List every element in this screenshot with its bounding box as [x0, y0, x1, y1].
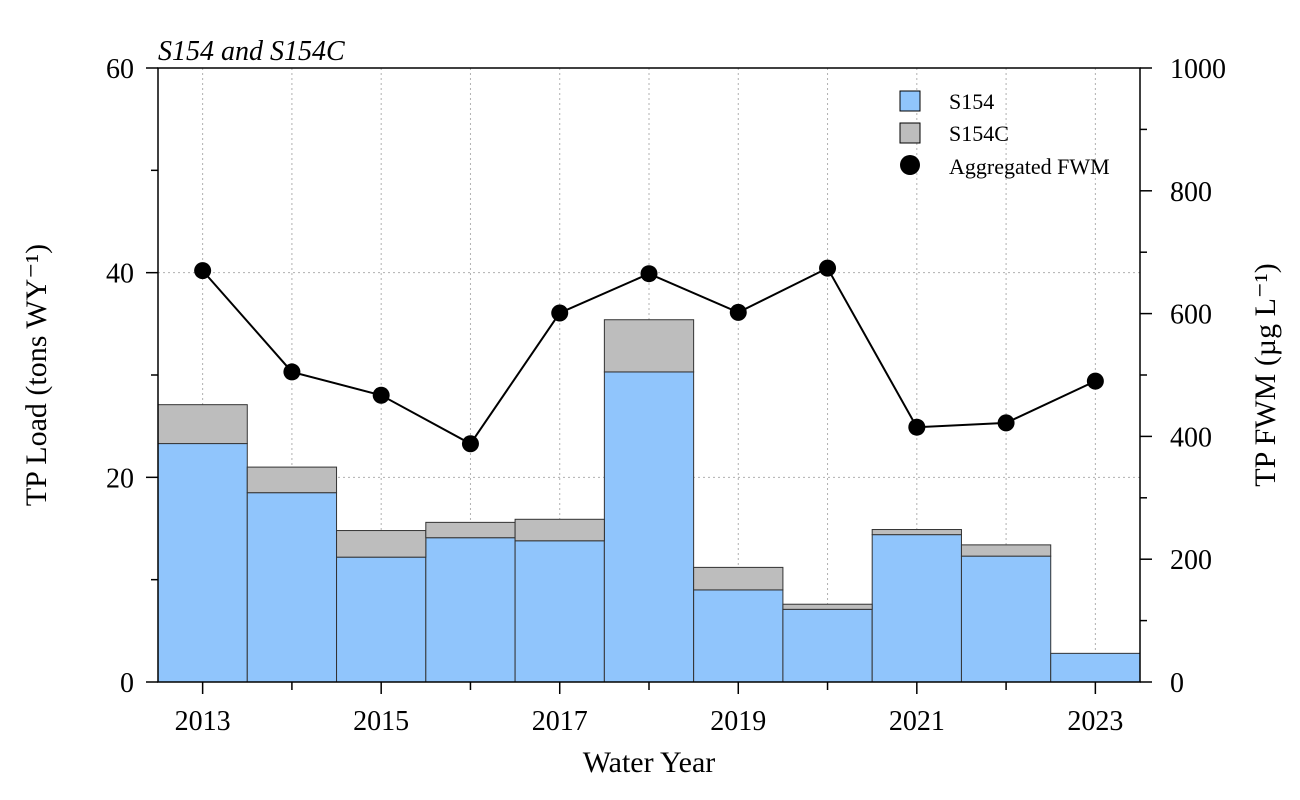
fwm-point [194, 262, 212, 280]
y2-tick-label: 600 [1170, 300, 1212, 331]
bar-s154c [960, 544, 1052, 557]
legend: S154 S154C Aggregated FWM [899, 89, 1110, 179]
x-tick-label: 2015 [353, 706, 409, 737]
x-tick-label: 2017 [532, 706, 588, 737]
y-tick-label: 40 [106, 259, 134, 290]
bar-layer [157, 319, 1141, 683]
y2-tick-label: 800 [1170, 177, 1212, 208]
y2-axis-title: TP FWM (µg L⁻¹) [1249, 263, 1282, 487]
bar-s154 [603, 371, 695, 683]
bar-s154c [246, 466, 338, 494]
fwm-line-layer [194, 259, 1104, 453]
bar-s154 [693, 589, 784, 683]
x-tick-label: 2019 [710, 706, 766, 737]
y-tick-label: 0 [120, 668, 134, 699]
fwm-point [372, 386, 390, 404]
bar-s154 [514, 540, 605, 683]
y2-tick-label: 200 [1170, 545, 1212, 576]
fwm-point [819, 259, 837, 277]
fwm-point [283, 363, 301, 381]
bar-s154c [693, 566, 784, 591]
bar-s154c [157, 404, 248, 445]
legend-swatch-s154 [899, 90, 921, 112]
legend-label-s154: S154 [949, 89, 994, 114]
bar-s154c [336, 530, 427, 558]
y2-tick-label: 0 [1170, 668, 1184, 699]
fwm-point [729, 303, 747, 321]
legend-label-s154c: S154C [949, 121, 1009, 146]
y-tick-label: 20 [106, 463, 134, 494]
bar-s154c [871, 529, 962, 536]
fwm-point [461, 435, 479, 453]
x-tick-label: 2021 [889, 706, 945, 737]
bar-s154 [336, 556, 427, 683]
fwm-point [997, 414, 1015, 432]
y2-tick-label: 1000 [1170, 54, 1226, 85]
bar-s154c [425, 521, 516, 539]
bar-s154c [603, 319, 695, 373]
fwm-point [551, 304, 569, 322]
legend-label-fwm: Aggregated FWM [949, 154, 1110, 179]
legend-swatch-s154c [899, 122, 921, 144]
bar-s154 [782, 608, 873, 683]
bar-s154 [871, 534, 962, 683]
y-tick-label: 60 [106, 54, 134, 85]
bar-s154c [782, 603, 873, 610]
y-axis-title: TP Load (tons WY⁻¹) [20, 244, 53, 506]
chart-title: S154 and S154C [158, 36, 345, 67]
x-tick-label: 2013 [175, 706, 231, 737]
fwm-point [1086, 372, 1104, 390]
bar-s154c [514, 518, 605, 542]
fwm-point [908, 418, 926, 436]
x-tick-label: 2023 [1067, 706, 1123, 737]
bar-s154 [1050, 652, 1141, 683]
y2-tick-label: 400 [1170, 422, 1212, 453]
bar-s154 [246, 492, 338, 683]
bar-s154 [960, 555, 1052, 683]
x-axis-title: Water Year [583, 746, 716, 779]
bar-s154 [157, 443, 248, 683]
legend-marker-fwm [900, 155, 920, 175]
bar-s154 [425, 537, 516, 683]
fwm-point [640, 265, 658, 283]
